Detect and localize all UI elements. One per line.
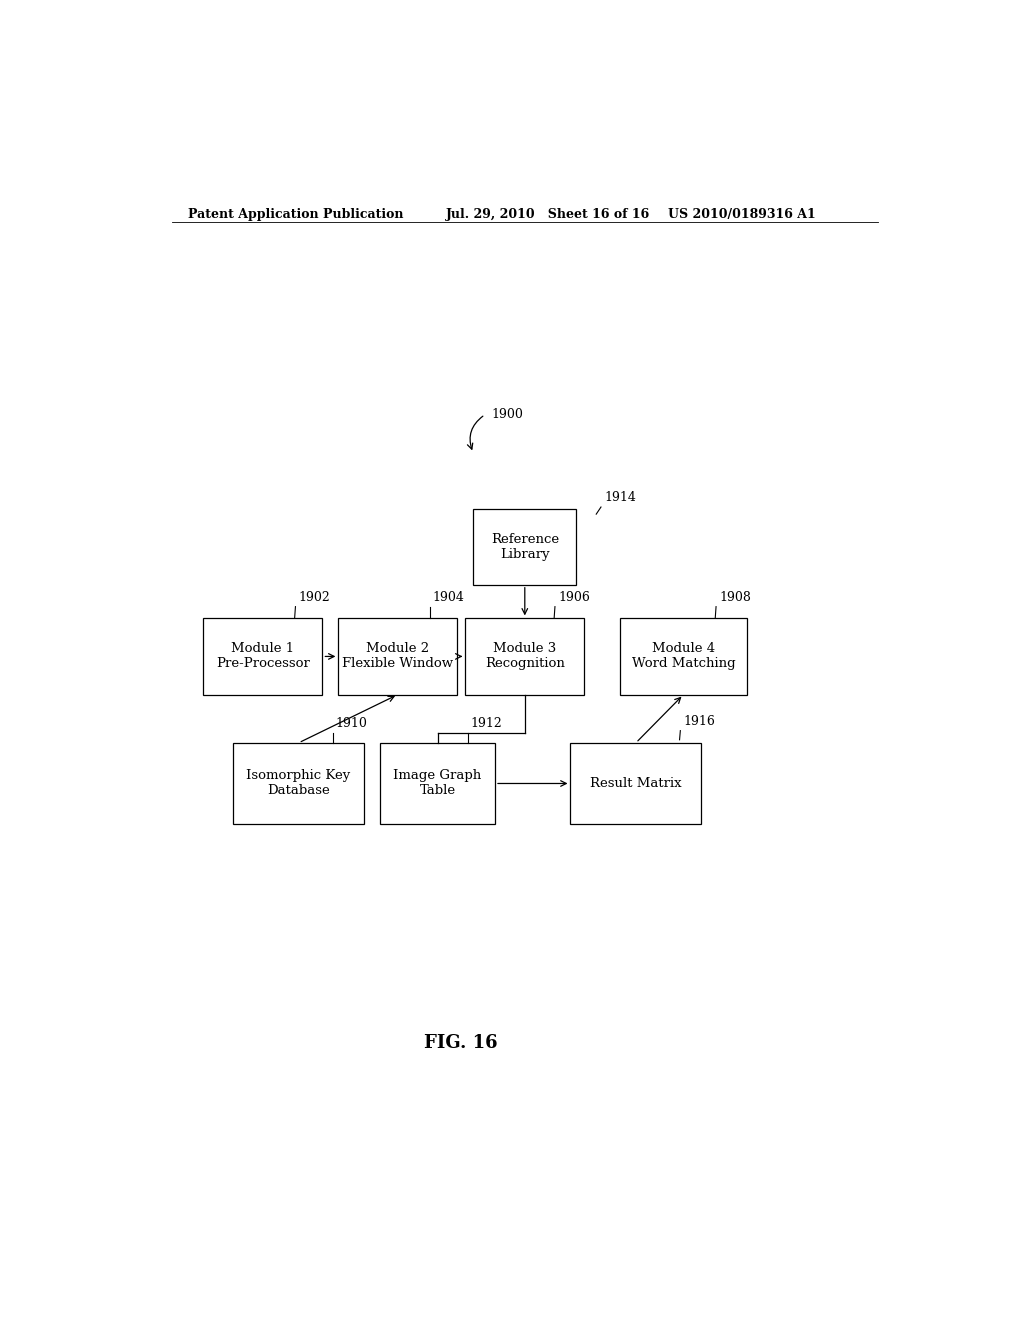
FancyBboxPatch shape	[620, 618, 748, 694]
Text: 1900: 1900	[492, 408, 523, 421]
Text: 1902: 1902	[299, 590, 331, 603]
Text: Isomorphic Key
Database: Isomorphic Key Database	[247, 770, 351, 797]
Text: Module 1
Pre-Processor: Module 1 Pre-Processor	[216, 643, 310, 671]
Text: Image Graph
Table: Image Graph Table	[393, 770, 481, 797]
FancyBboxPatch shape	[233, 743, 365, 824]
Text: 1916: 1916	[684, 714, 716, 727]
Text: 1914: 1914	[604, 491, 636, 504]
Text: 1908: 1908	[719, 590, 752, 603]
FancyBboxPatch shape	[465, 618, 585, 694]
Text: 1906: 1906	[558, 590, 590, 603]
FancyBboxPatch shape	[338, 618, 458, 694]
Text: Module 4
Word Matching: Module 4 Word Matching	[632, 643, 735, 671]
Text: 1904: 1904	[433, 590, 465, 603]
FancyBboxPatch shape	[204, 618, 323, 694]
Text: Jul. 29, 2010   Sheet 16 of 16: Jul. 29, 2010 Sheet 16 of 16	[445, 209, 649, 222]
Text: FIG. 16: FIG. 16	[425, 1034, 498, 1052]
FancyBboxPatch shape	[380, 743, 495, 824]
Text: Module 2
Flexible Window: Module 2 Flexible Window	[342, 643, 454, 671]
FancyBboxPatch shape	[473, 508, 577, 585]
FancyBboxPatch shape	[570, 743, 701, 824]
Text: US 2010/0189316 A1: US 2010/0189316 A1	[668, 209, 815, 222]
Text: 1912: 1912	[471, 717, 503, 730]
Text: 1910: 1910	[336, 717, 368, 730]
Text: Result Matrix: Result Matrix	[590, 777, 682, 789]
Text: Patent Application Publication: Patent Application Publication	[187, 209, 403, 222]
Text: Reference
Library: Reference Library	[490, 533, 559, 561]
Text: Module 3
Recognition: Module 3 Recognition	[484, 643, 565, 671]
